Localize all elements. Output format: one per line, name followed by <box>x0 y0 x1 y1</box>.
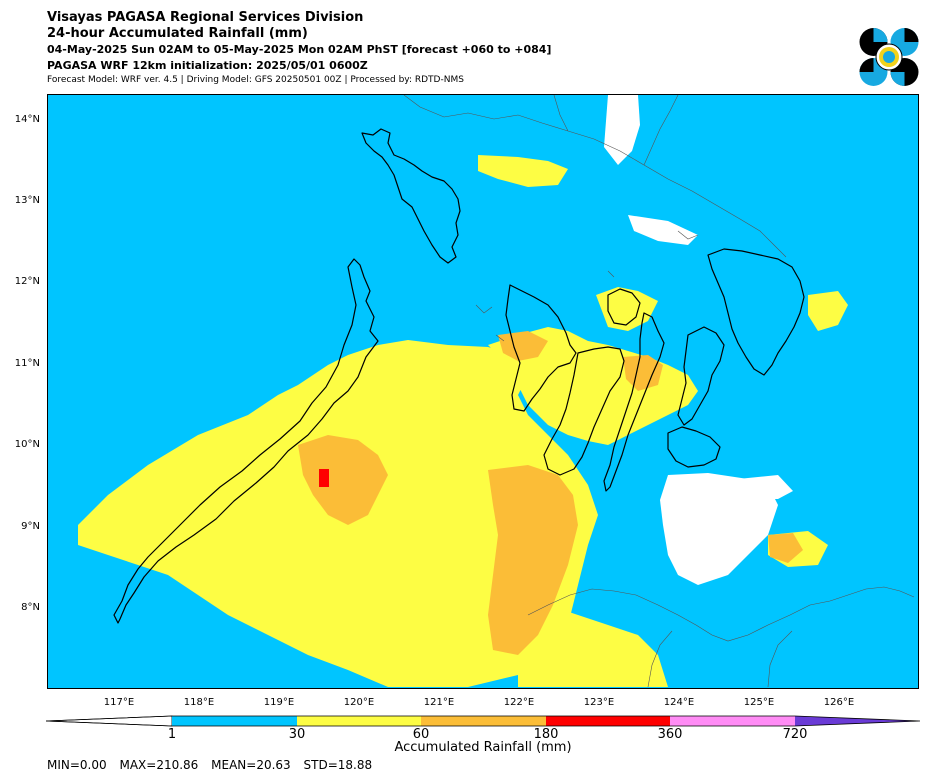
rain-60-180-region-panay <box>498 331 548 361</box>
colorbar-tick-30: 30 <box>288 727 306 742</box>
rain-60-180-region-cebu <box>623 355 663 391</box>
stat-max: MAX=210.86 <box>119 758 199 772</box>
lat-label-12: 12°N <box>14 276 40 287</box>
rain-below-1-region-surigao <box>738 475 793 499</box>
lon-label-121: 121°E <box>423 697 455 708</box>
colorbar-tick-1: 1 <box>167 727 177 742</box>
rain-60-180-region-west <box>298 435 388 525</box>
lon-label-125: 125°E <box>743 697 775 708</box>
statistics-line: MIN=0.00 MAX=210.86 MEAN=20.63 STD=18.88 <box>47 758 381 772</box>
rain-below-1-region-sibuyan <box>628 215 698 245</box>
mindoro-coastline <box>361 128 461 264</box>
colorbar-label: Accumulated Rainfall (mm) <box>394 740 572 755</box>
pagasa-logo-icon <box>859 28 919 86</box>
colorbar-low-extend <box>46 715 173 727</box>
colorbar-tick-720: 720 <box>782 727 808 742</box>
lat-label-8: 8°N <box>21 602 40 613</box>
bohol-coastline <box>667 426 721 468</box>
colorbar-tick-360: 360 <box>657 727 683 742</box>
lon-label-118: 118°E <box>183 697 215 708</box>
cebu-coastline <box>603 312 665 492</box>
lon-label-122: 122°E <box>503 697 535 708</box>
leyte-coastline <box>677 326 725 426</box>
lon-label-117: 117°E <box>103 697 135 708</box>
rain-180-360-cell <box>319 469 329 487</box>
lat-label-9: 9°N <box>21 521 40 532</box>
model-info: Forecast Model: WRF ver. 4.5 | Driving M… <box>47 75 464 85</box>
lat-label-14: 14°N <box>14 114 40 125</box>
colorbar-1-30 <box>172 716 297 726</box>
lat-label-11: 11°N <box>14 358 40 369</box>
lon-label-123: 123°E <box>583 697 615 708</box>
colorbar-360-720 <box>670 716 795 726</box>
rain-30-60-region-mindoro-north <box>478 155 568 187</box>
rainfall-colorbar <box>46 715 921 727</box>
colorbar-tick-180: 180 <box>533 727 559 742</box>
map-subtitle: 24-hour Accumulated Rainfall (mm) <box>47 26 308 41</box>
lon-label-124: 124°E <box>663 697 695 708</box>
samar-coastline <box>707 248 805 376</box>
luzon-coastline <box>403 95 787 258</box>
sibuyan-sea-islands <box>475 230 699 342</box>
mindanao-coastline <box>527 586 915 688</box>
panay-coastline <box>505 284 577 412</box>
stat-mean: MEAN=20.63 <box>211 758 291 772</box>
rainfall-map <box>47 94 919 689</box>
colorbar-60-180 <box>421 716 546 726</box>
initialization-info: PAGASA WRF 12km initialization: 2025/05/… <box>47 59 368 72</box>
valid-period: 04-May-2025 Sun 02AM to 05-May-2025 Mon … <box>47 43 552 56</box>
colorbar-180-360 <box>546 716 670 726</box>
colorbar-tick-60: 60 <box>412 727 430 742</box>
rain-30-60-region-mindanao <box>518 605 668 687</box>
colorbar-30-60 <box>297 716 421 726</box>
rain-30-60-region-samar-east <box>808 291 848 331</box>
colorbar-high-extend <box>795 716 920 726</box>
lon-label-120: 120°E <box>343 697 375 708</box>
rain-60-180-region-southeast <box>768 533 803 563</box>
lon-label-126: 126°E <box>823 697 855 708</box>
masbate-coastline <box>607 288 641 326</box>
lat-label-10: 10°N <box>14 439 40 450</box>
stat-min: MIN=0.00 <box>47 758 107 772</box>
map-title: Visayas PAGASA Regional Services Divisio… <box>47 10 364 25</box>
rain-60-180-region-central <box>488 465 578 655</box>
rain-below-1-region-mindanao-north <box>660 473 778 585</box>
negros-coastline <box>543 346 625 476</box>
lat-label-13: 13°N <box>14 195 40 206</box>
lon-label-119: 119°E <box>263 697 295 708</box>
palawan-coastline <box>113 258 379 624</box>
stat-std: STD=18.88 <box>303 758 373 772</box>
